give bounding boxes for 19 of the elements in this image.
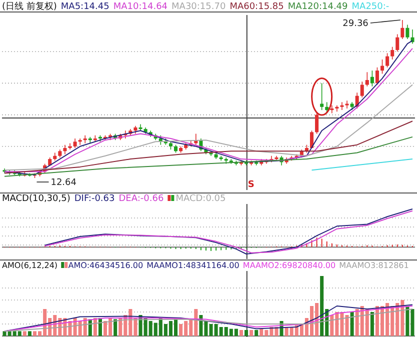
annotation: 12.64 (50, 178, 77, 188)
text: DEA:-0.66 (118, 194, 164, 204)
text: MAAMO1:48341164.00 (146, 261, 240, 270)
text: MAAMO3:812861 (339, 261, 409, 270)
text: MAAMO2:69820840.00 (242, 261, 336, 270)
text: MA250:- (352, 2, 390, 12)
text: MA60:15.85 (230, 2, 284, 12)
text: MA10:14.64 (113, 2, 168, 12)
text: MA5:14.45 (60, 2, 110, 12)
text: DIF:-0.63 (74, 194, 115, 204)
annotation: 29.36 (342, 19, 369, 29)
text: MA30:15.70 (172, 2, 226, 12)
chart-title: MACD(10,30,5) (2, 194, 70, 204)
chart-title: AMO(6,12,24) (2, 261, 58, 270)
legend-label: MACD:0.05 (176, 194, 226, 204)
text: MA120:14.49 (288, 2, 348, 12)
legend-label: AMO:46434516.00 (68, 261, 144, 270)
chart-title: (日线 前复权) (2, 1, 57, 12)
text: S (248, 180, 254, 190)
